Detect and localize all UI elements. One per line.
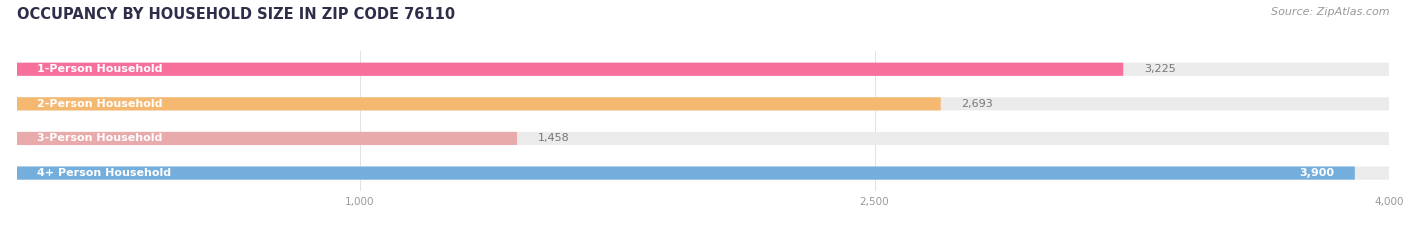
FancyBboxPatch shape bbox=[17, 63, 1389, 76]
Text: 1-Person Household: 1-Person Household bbox=[38, 64, 163, 74]
Text: 3,225: 3,225 bbox=[1144, 64, 1175, 74]
FancyBboxPatch shape bbox=[17, 63, 1123, 76]
FancyBboxPatch shape bbox=[17, 167, 1355, 180]
FancyBboxPatch shape bbox=[17, 97, 1389, 110]
FancyBboxPatch shape bbox=[17, 97, 941, 110]
Text: 3,900: 3,900 bbox=[1299, 168, 1334, 178]
Text: 1,458: 1,458 bbox=[537, 134, 569, 144]
Text: OCCUPANCY BY HOUSEHOLD SIZE IN ZIP CODE 76110: OCCUPANCY BY HOUSEHOLD SIZE IN ZIP CODE … bbox=[17, 7, 456, 22]
Text: 4+ Person Household: 4+ Person Household bbox=[38, 168, 172, 178]
FancyBboxPatch shape bbox=[17, 167, 1389, 180]
Text: 2,693: 2,693 bbox=[962, 99, 993, 109]
FancyBboxPatch shape bbox=[17, 132, 517, 145]
Text: 2-Person Household: 2-Person Household bbox=[38, 99, 163, 109]
Text: 3-Person Household: 3-Person Household bbox=[38, 134, 163, 144]
Text: Source: ZipAtlas.com: Source: ZipAtlas.com bbox=[1271, 7, 1389, 17]
FancyBboxPatch shape bbox=[17, 132, 1389, 145]
